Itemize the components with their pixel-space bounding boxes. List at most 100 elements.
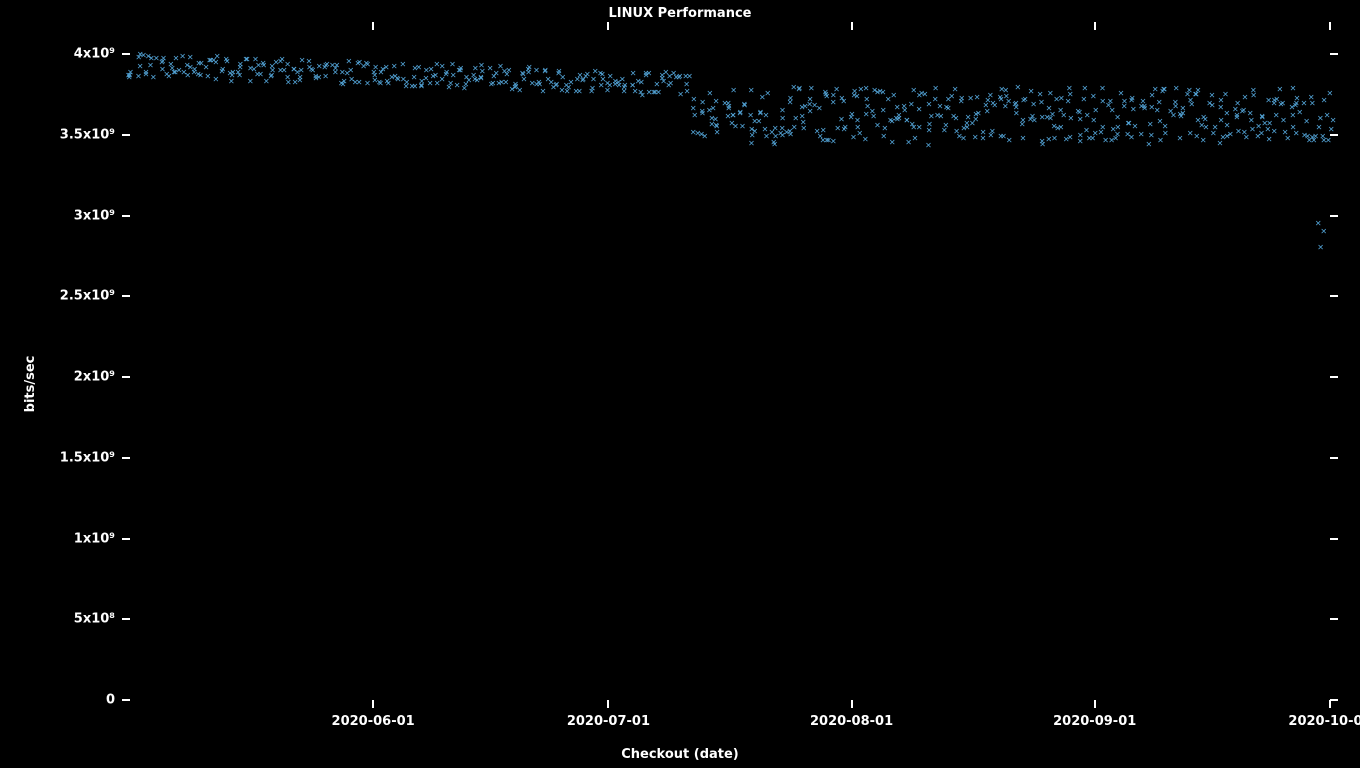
data-point: ✕ [1145,141,1152,149]
data-point: ✕ [187,64,194,72]
x-tick [607,700,609,708]
data-point: ✕ [1179,105,1186,113]
data-point: ✕ [430,73,437,81]
data-point: ✕ [713,98,720,106]
data-point: ✕ [830,99,837,107]
data-point: ✕ [411,74,418,82]
y-tick [1330,53,1338,55]
data-point: ✕ [399,61,406,69]
data-point: ✕ [1156,99,1163,107]
plot-area: ✕ ✕ ✕ ✕ ✕ ✕ ✕ ✕ ✕ ✕ ✕ ✕ ✕ ✕ ✕ ✕ ✕ ✕ ✕ ✕ ✕ ✕ ✕ ✕ ✕ ✕ ✕ ✕ ✕ ✕ ✕ ✕ ✕ ✕ ✕ ✕ ✕ ✕ ✕ ✕… [130,30,1330,700]
data-point: ✕ [1321,97,1328,105]
y-tick [1330,618,1338,620]
data-point: ✕ [260,60,267,68]
data-point: ✕ [1224,110,1231,118]
data-point: ✕ [1114,131,1121,139]
data-point: ✕ [925,142,932,150]
data-point: ✕ [714,129,721,137]
data-point: ✕ [1130,106,1137,114]
data-point: ✕ [1328,126,1335,134]
data-point: ✕ [1296,109,1303,117]
data-point: ✕ [763,112,770,120]
data-point: ✕ [203,64,210,72]
data-point: ✕ [984,108,991,116]
x-tick [1329,700,1331,708]
data-point: ✕ [197,72,204,80]
y-tick-label: 0 [20,693,115,708]
y-tick [122,376,130,378]
data-point: ✕ [1162,130,1169,138]
data-point: ✕ [516,87,523,95]
y-tick-label: 2.5x10⁹ [20,289,115,304]
data-point: ✕ [1206,100,1213,108]
data-point: ✕ [488,81,495,89]
data-point: ✕ [470,72,477,80]
y-tick [1330,134,1338,136]
data-point: ✕ [1148,132,1155,140]
y-tick [1330,538,1338,540]
y-tick [122,457,130,459]
data-point: ✕ [400,76,407,84]
data-point: ✕ [751,128,758,136]
data-point: ✕ [443,69,450,77]
data-point: ✕ [418,83,425,91]
data-point: ✕ [210,57,217,65]
data-point: ✕ [699,110,706,118]
data-point: ✕ [599,71,606,79]
data-point: ✕ [943,122,950,130]
y-tick-label: 1.5x10⁹ [20,450,115,465]
data-point: ✕ [1114,114,1121,122]
data-point: ✕ [1099,124,1106,132]
data-point: ✕ [748,87,755,95]
data-point: ✕ [840,98,847,106]
x-tick [1094,700,1096,708]
data-point: ✕ [1241,129,1248,137]
data-point: ✕ [1067,134,1074,142]
data-point: ✕ [1092,107,1099,115]
data-point: ✕ [889,139,896,147]
y-tick-label: 5x10⁸ [20,612,115,627]
data-point: ✕ [751,118,758,126]
data-point: ✕ [799,113,806,121]
data-point: ✕ [1138,103,1145,111]
data-point: ✕ [1266,136,1273,144]
data-point: ✕ [1290,112,1297,120]
data-point: ✕ [159,58,166,66]
data-point: ✕ [1200,137,1207,145]
y-tick [122,295,130,297]
chart-title: LINUX Performance [0,6,1360,21]
y-tick [1330,215,1338,217]
data-point: ✕ [454,82,461,90]
data-point: ✕ [1293,130,1300,138]
data-point: ✕ [542,68,549,76]
x-tick [1094,22,1096,30]
data-point: ✕ [1177,135,1184,143]
data-point: ✕ [196,60,203,68]
data-point: ✕ [364,80,371,88]
data-point: ✕ [338,80,345,88]
data-point: ✕ [1224,122,1231,130]
data-point: ✕ [446,84,453,92]
data-point: ✕ [665,82,672,90]
data-point: ✕ [806,101,813,109]
data-point: ✕ [179,53,186,61]
x-tick [372,700,374,708]
data-point: ✕ [1273,112,1280,120]
data-point: ✕ [974,94,981,102]
data-point: ✕ [506,67,513,75]
data-point: ✕ [972,134,979,142]
data-point: ✕ [147,62,154,70]
data-point: ✕ [1006,137,1013,145]
x-tick-label: 2020-09-01 [1053,714,1136,729]
data-point: ✕ [916,124,923,132]
data-point: ✕ [637,89,644,97]
data-point: ✕ [1090,117,1097,125]
data-point: ✕ [764,90,771,98]
x-tick-label: 2020-06-01 [332,714,415,729]
data-point: ✕ [912,135,919,143]
data-point: ✕ [322,73,329,81]
data-point: ✕ [1058,124,1065,132]
data-point: ✕ [1317,115,1324,123]
data-point: ✕ [1290,85,1297,93]
data-point: ✕ [943,104,950,112]
